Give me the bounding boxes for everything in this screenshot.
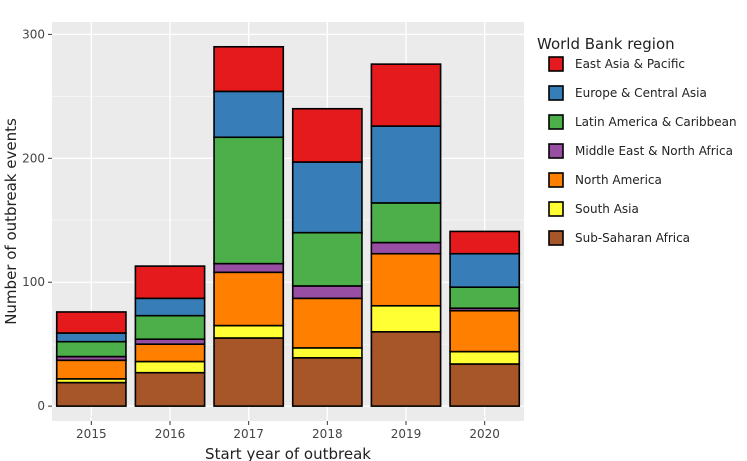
y-axis-title: Number of outbreak events [2, 118, 20, 325]
bar-segment [55, 359, 127, 380]
x-tick-label: 2019 [391, 427, 422, 441]
x-axis-title: Start year of outbreak [205, 445, 371, 461]
bar-segment [213, 337, 285, 407]
bar-segment [134, 314, 206, 341]
bar-segment [134, 360, 206, 374]
bar-segment [134, 371, 206, 407]
bar-segment [55, 311, 127, 334]
bar-segment [449, 350, 521, 365]
bar-segment [449, 286, 521, 310]
legend-label: Sub-Saharan Africa [575, 231, 690, 245]
x-tick-label: 2016 [155, 427, 186, 441]
legend: World Bank region East Asia & Pacific Eur… [537, 35, 737, 246]
bar-segment [370, 202, 442, 244]
bar-segment [370, 330, 442, 407]
bar-segment [55, 340, 127, 358]
legend-label: South Asia [575, 202, 639, 216]
bar-segment [213, 271, 285, 327]
bar-segment [449, 230, 521, 255]
legend-swatch [548, 56, 564, 72]
bar-segment [291, 231, 363, 287]
y-tick-label: 0 [37, 399, 45, 413]
bar-segment [449, 363, 521, 407]
bar-segment [449, 309, 521, 353]
y-tick-label: 100 [22, 275, 45, 289]
bar-segment [291, 285, 363, 300]
bar-segment [370, 125, 442, 204]
bar-segment [449, 252, 521, 288]
bar-segment [134, 265, 206, 300]
y-tick-label: 300 [22, 27, 45, 41]
legend-swatch [548, 85, 564, 101]
bar-segment [291, 107, 363, 163]
bar-segment [291, 297, 363, 349]
legend-swatch [548, 172, 564, 188]
legend-label: East Asia & Pacific [575, 57, 685, 71]
ticks-layer: 0 100 200 300 2015 2016 2017 2018 2019 2020 [22, 27, 500, 441]
bar-segment [134, 297, 206, 317]
legend-label: North America [575, 173, 662, 187]
legend-label: Latin America & Caribbean [575, 115, 737, 129]
x-tick-label: 2015 [76, 427, 107, 441]
bar-segment [370, 304, 442, 333]
bar-segment [370, 63, 442, 127]
legend-swatch [548, 201, 564, 217]
bar-segment [291, 357, 363, 407]
legend-label: Europe & Central Asia [575, 86, 707, 100]
bar-segment [55, 381, 127, 407]
bar-segment [213, 262, 285, 274]
plot-background [52, 22, 524, 421]
bar-segment [213, 136, 285, 265]
x-tick-label: 2020 [469, 427, 500, 441]
bar-segment [213, 45, 285, 93]
bar-segment [213, 324, 285, 339]
bar-segment [134, 343, 206, 363]
legend-swatch [548, 114, 564, 130]
bar-segment [370, 241, 442, 255]
legend-label: Middle East & North Africa [575, 144, 733, 158]
legend-swatch [548, 143, 564, 159]
legend-swatch [548, 230, 564, 246]
bars-layer [55, 45, 521, 407]
legend-title: World Bank region [537, 35, 675, 53]
y-tick-label: 200 [22, 151, 45, 165]
bar-segment [291, 161, 363, 234]
bar-segment [370, 252, 442, 307]
bar-segment [213, 90, 285, 139]
bar-segment [291, 347, 363, 359]
bar-segment [55, 332, 127, 343]
x-tick-label: 2017 [233, 427, 264, 441]
x-tick-label: 2018 [312, 427, 343, 441]
